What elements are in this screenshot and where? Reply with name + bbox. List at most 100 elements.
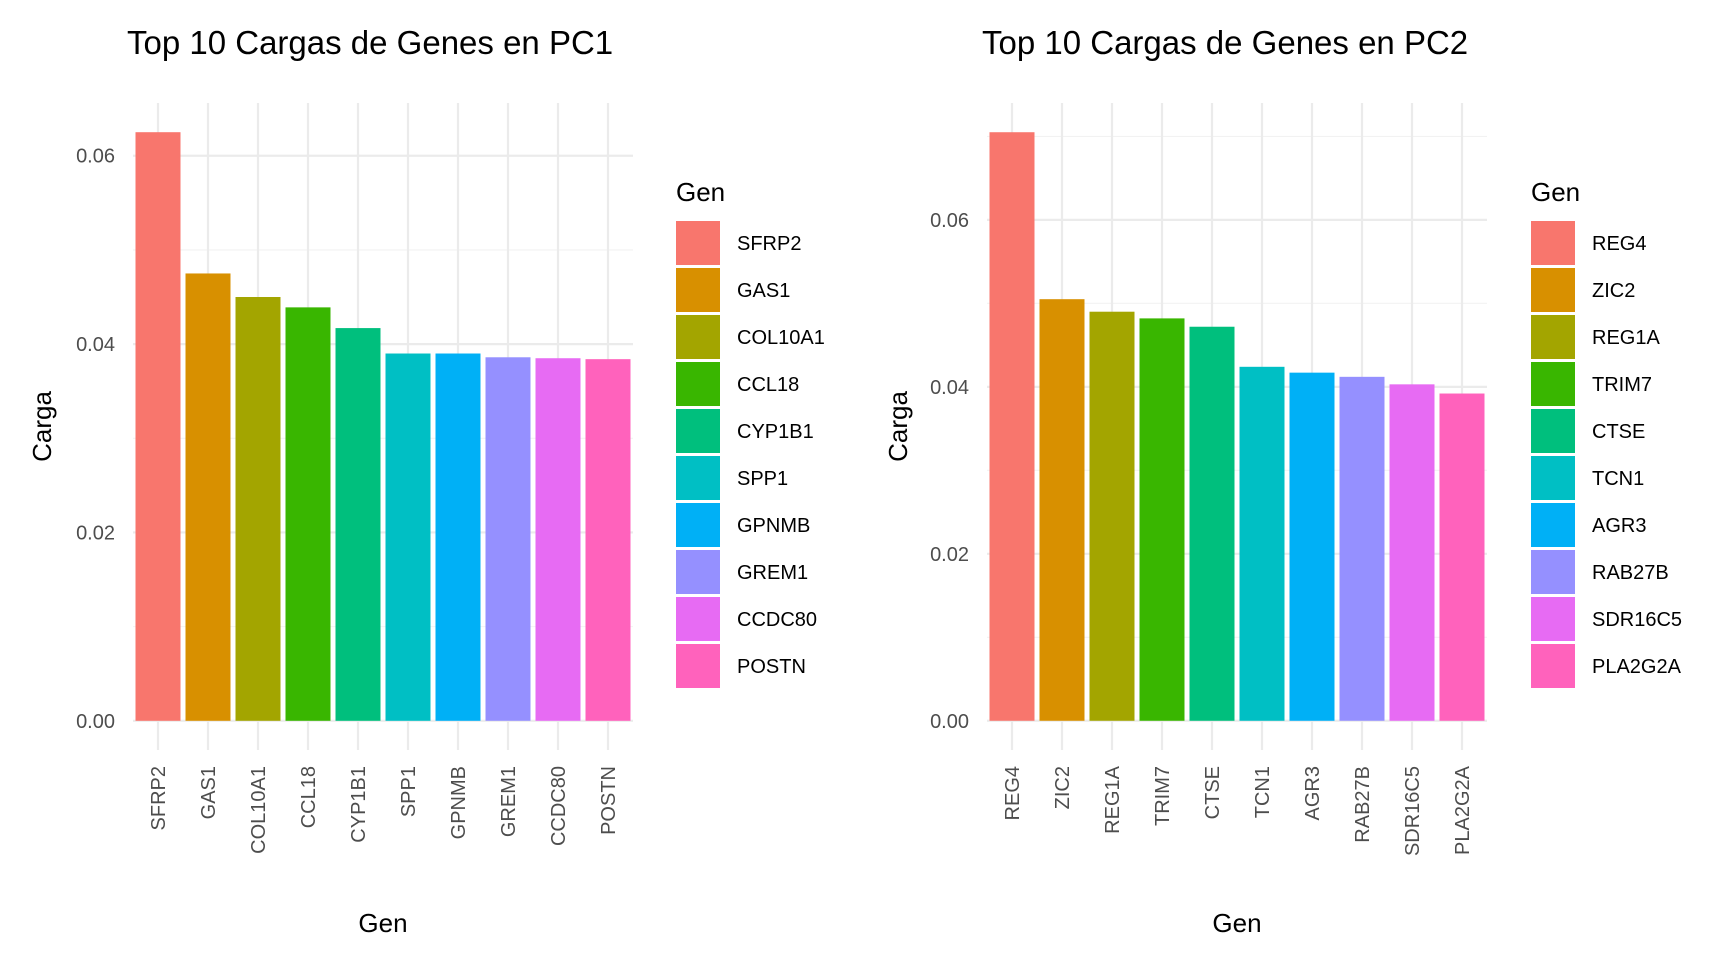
y-tick-label: 0.04 bbox=[930, 377, 969, 399]
legend-label: POSTN bbox=[737, 656, 806, 678]
legend-key-pla2g2a bbox=[1531, 644, 1575, 688]
legend-key-ctse bbox=[1531, 409, 1575, 453]
legend-label: GPNMB bbox=[737, 515, 810, 537]
y-axis-title: Carga bbox=[27, 391, 57, 462]
bar-zic2[interactable] bbox=[1039, 299, 1085, 721]
x-tick-label: CYP1B1 bbox=[348, 766, 370, 843]
x-tick-label: TCN1 bbox=[1252, 766, 1274, 818]
legend-title: Gen bbox=[676, 177, 725, 207]
legend: Gen REG4 ZIC2 REG1A TRIM7 CTSE TCN1 AGR3 RAB27B S… bbox=[1531, 177, 1682, 688]
bar-ccdc80[interactable] bbox=[535, 358, 581, 721]
bar-agr3[interactable] bbox=[1289, 372, 1335, 721]
bar-tcn1[interactable] bbox=[1239, 366, 1285, 721]
x-tick-label: POSTN bbox=[598, 766, 620, 835]
bar-reg1a[interactable] bbox=[1089, 311, 1135, 721]
x-tick-label: GAS1 bbox=[198, 766, 220, 819]
legend-key-rab27b bbox=[1531, 550, 1575, 594]
y-tick-label: 0.02 bbox=[76, 522, 115, 544]
legend-label: CTSE bbox=[1592, 421, 1645, 443]
x-tick-label: SFRP2 bbox=[148, 766, 170, 830]
legend-key-agr3 bbox=[1531, 503, 1575, 547]
legend-label: CCL18 bbox=[737, 374, 799, 396]
chart-panel-1: 0.00 0.02 0.04 0.06 SFRP2 GAS1 COL10A1 CCL18 CYP… bbox=[27, 24, 825, 938]
legend-key-reg4 bbox=[1531, 221, 1575, 265]
legend-key-ccl18 bbox=[676, 362, 720, 406]
x-tick-label: ZIC2 bbox=[1052, 766, 1074, 809]
legend-label: GREM1 bbox=[737, 562, 808, 584]
legend-label: REG1A bbox=[1592, 327, 1660, 349]
legend-key-sfrp2 bbox=[676, 221, 720, 265]
legend-label: TRIM7 bbox=[1592, 374, 1652, 396]
legend-key-sdr16c5 bbox=[1531, 597, 1575, 641]
legend-label: COL10A1 bbox=[737, 327, 825, 349]
y-tick-label: 0.04 bbox=[76, 334, 115, 356]
legend-key-gpnmb bbox=[676, 503, 720, 547]
bar-grem1[interactable] bbox=[485, 357, 531, 721]
legend-label: TCN1 bbox=[1592, 468, 1644, 490]
legend: Gen SFRP2 GAS1 COL10A1 CCL18 CYP1B1 SPP1 GPNMB G… bbox=[676, 177, 825, 688]
legend-title: Gen bbox=[1531, 177, 1580, 207]
x-tick-label: SDR16C5 bbox=[1402, 766, 1424, 856]
legend-key-trim7 bbox=[1531, 362, 1575, 406]
bar-gas1[interactable] bbox=[185, 273, 231, 721]
x-axis-title: Gen bbox=[1212, 908, 1261, 938]
x-tick-label: RAB27B bbox=[1352, 766, 1374, 843]
legend-label: REG4 bbox=[1592, 233, 1646, 255]
legend-key-ccdc80 bbox=[676, 597, 720, 641]
legend-key-zic2 bbox=[1531, 268, 1575, 312]
legend-key-cyp1b1 bbox=[676, 409, 720, 453]
bar-sdr16c5[interactable] bbox=[1389, 384, 1435, 721]
legend-label: SPP1 bbox=[737, 468, 788, 490]
chart-panel-2: 0.00 0.02 0.04 0.06 REG4 ZIC2 REG1A TRIM7 CTSE TC… bbox=[883, 24, 1682, 938]
y-tick-label: 0.02 bbox=[930, 544, 969, 566]
legend-label: PLA2G2A bbox=[1592, 656, 1682, 678]
bar-trim7[interactable] bbox=[1139, 318, 1185, 721]
legend-key-reg1a bbox=[1531, 315, 1575, 359]
bar-sfrp2[interactable] bbox=[135, 132, 181, 721]
legend-key-col10a1 bbox=[676, 315, 720, 359]
chart-title: Top 10 Cargas de Genes en PC1 bbox=[127, 24, 613, 61]
bar-pla2g2a[interactable] bbox=[1439, 393, 1485, 721]
x-tick-label: CCDC80 bbox=[548, 766, 570, 846]
legend-label: GAS1 bbox=[737, 280, 790, 302]
chart-title: Top 10 Cargas de Genes en PC2 bbox=[982, 24, 1468, 61]
legend-key-postn bbox=[676, 644, 720, 688]
bar-spp1[interactable] bbox=[385, 353, 431, 721]
bar-ccl18[interactable] bbox=[285, 307, 331, 721]
bar-postn[interactable] bbox=[585, 359, 631, 721]
x-tick-label: CTSE bbox=[1202, 766, 1224, 819]
legend-label: AGR3 bbox=[1592, 515, 1646, 537]
x-tick-label: GPNMB bbox=[448, 766, 470, 839]
legend-label: ZIC2 bbox=[1592, 280, 1635, 302]
x-tick-label: REG1A bbox=[1102, 765, 1124, 833]
y-tick-label: 0.06 bbox=[930, 210, 969, 232]
x-tick-label: CCL18 bbox=[298, 766, 320, 828]
legend-label: RAB27B bbox=[1592, 562, 1669, 584]
bar-gpnmb[interactable] bbox=[435, 353, 481, 721]
y-tick-label: 0.06 bbox=[76, 146, 115, 168]
bar-ctse[interactable] bbox=[1189, 326, 1235, 721]
bar-rab27b[interactable] bbox=[1339, 376, 1385, 721]
legend-key-spp1 bbox=[676, 456, 720, 500]
x-tick-label: COL10A1 bbox=[248, 766, 270, 854]
y-tick-label: 0.00 bbox=[76, 711, 115, 733]
y-axis-title: Carga bbox=[883, 391, 913, 462]
x-tick-label: TRIM7 bbox=[1152, 766, 1174, 826]
bar-reg4[interactable] bbox=[989, 132, 1035, 721]
legend-key-gas1 bbox=[676, 268, 720, 312]
x-tick-label: AGR3 bbox=[1302, 766, 1324, 820]
legend-label: SFRP2 bbox=[737, 233, 801, 255]
legend-label: SDR16C5 bbox=[1592, 609, 1682, 631]
bar-cyp1b1[interactable] bbox=[335, 328, 381, 721]
x-tick-label: PLA2G2A bbox=[1452, 765, 1474, 855]
bar-col10a1[interactable] bbox=[235, 297, 281, 721]
legend-key-tcn1 bbox=[1531, 456, 1575, 500]
legend-key-grem1 bbox=[676, 550, 720, 594]
y-tick-label: 0.00 bbox=[930, 711, 969, 733]
x-tick-label: SPP1 bbox=[398, 766, 420, 817]
legend-label: CCDC80 bbox=[737, 609, 817, 631]
x-tick-label: REG4 bbox=[1002, 766, 1024, 820]
x-axis-title: Gen bbox=[358, 908, 407, 938]
x-tick-label: GREM1 bbox=[498, 766, 520, 837]
